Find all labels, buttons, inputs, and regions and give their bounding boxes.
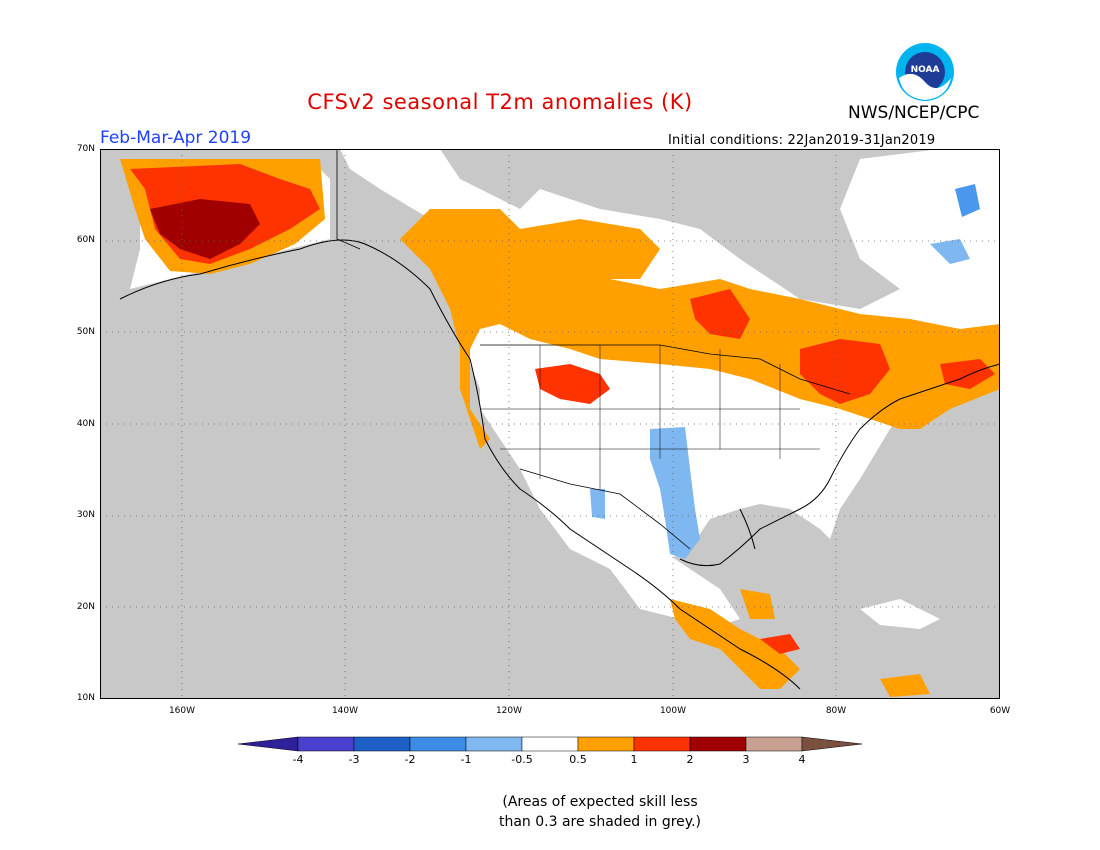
lat-label: 30N — [76, 510, 95, 520]
colorbar-swatch — [577, 736, 635, 752]
cool-anomaly-mid-blue — [955, 184, 980, 217]
colorbar-arrow-right — [801, 736, 862, 752]
colorbar-swatch — [745, 736, 803, 752]
warm-anomaly-dark-red — [150, 199, 260, 259]
lat-label: 20N — [76, 602, 95, 612]
colorbar-label: 2 — [686, 753, 694, 766]
chart-title: CFSv2 seasonal T2m anomalies (K) — [307, 90, 693, 114]
colorbar-label: 4 — [798, 753, 806, 766]
country-borders — [336, 149, 851, 550]
colorbar — [238, 736, 862, 752]
colorbar-swatch — [633, 736, 691, 752]
colorbar-label: -3 — [348, 753, 360, 766]
colorbar-swatch — [689, 736, 747, 752]
coastlines — [119, 239, 1000, 690]
colorbar-label: -2 — [404, 753, 416, 766]
forecast-period: Feb-Mar-Apr 2019 — [100, 128, 252, 148]
lon-label: 140W — [331, 706, 359, 716]
colorbar-label: 1 — [630, 753, 638, 766]
colorbar-label: -1 — [460, 753, 472, 766]
agency-label: NWS/NCEP/CPC — [848, 103, 980, 123]
colorbar-label: -4 — [292, 753, 304, 766]
lon-label: 100W — [659, 706, 687, 716]
colorbar-label: 3 — [742, 753, 750, 766]
lon-label: 80W — [825, 706, 847, 716]
anomaly-map — [100, 149, 1000, 699]
noaa-logo: NOAA — [896, 43, 954, 101]
initial-conditions: Initial conditions: 22Jan2019-31Jan2019 — [668, 133, 936, 148]
noaa-logo-text: NOAA — [911, 65, 940, 75]
colorbar-swatch — [353, 736, 411, 752]
lat-label: 70N — [76, 144, 95, 154]
colorbar-swatch — [409, 736, 467, 752]
colorbar-swatch — [521, 736, 579, 752]
colorbar-swatch — [465, 736, 523, 752]
gridlines — [100, 149, 1000, 699]
colorbar-arrow-left — [238, 736, 299, 752]
lat-label: 10N — [76, 693, 95, 703]
lat-label: 40N — [76, 419, 95, 429]
state-borders — [480, 345, 820, 489]
lat-label: 50N — [76, 327, 95, 337]
lon-label: 60W — [989, 706, 1011, 716]
skill-note: (Areas of expected skill less than 0.3 a… — [498, 794, 701, 830]
colorbar-label: 0.5 — [569, 753, 587, 766]
lon-label: 160W — [168, 706, 196, 716]
colorbar-label: -0.5 — [511, 753, 533, 766]
lat-label: 60N — [76, 235, 95, 245]
cool-anomaly-light-blue — [590, 239, 970, 559]
lon-label: 120W — [495, 706, 523, 716]
colorbar-swatch — [297, 736, 355, 752]
